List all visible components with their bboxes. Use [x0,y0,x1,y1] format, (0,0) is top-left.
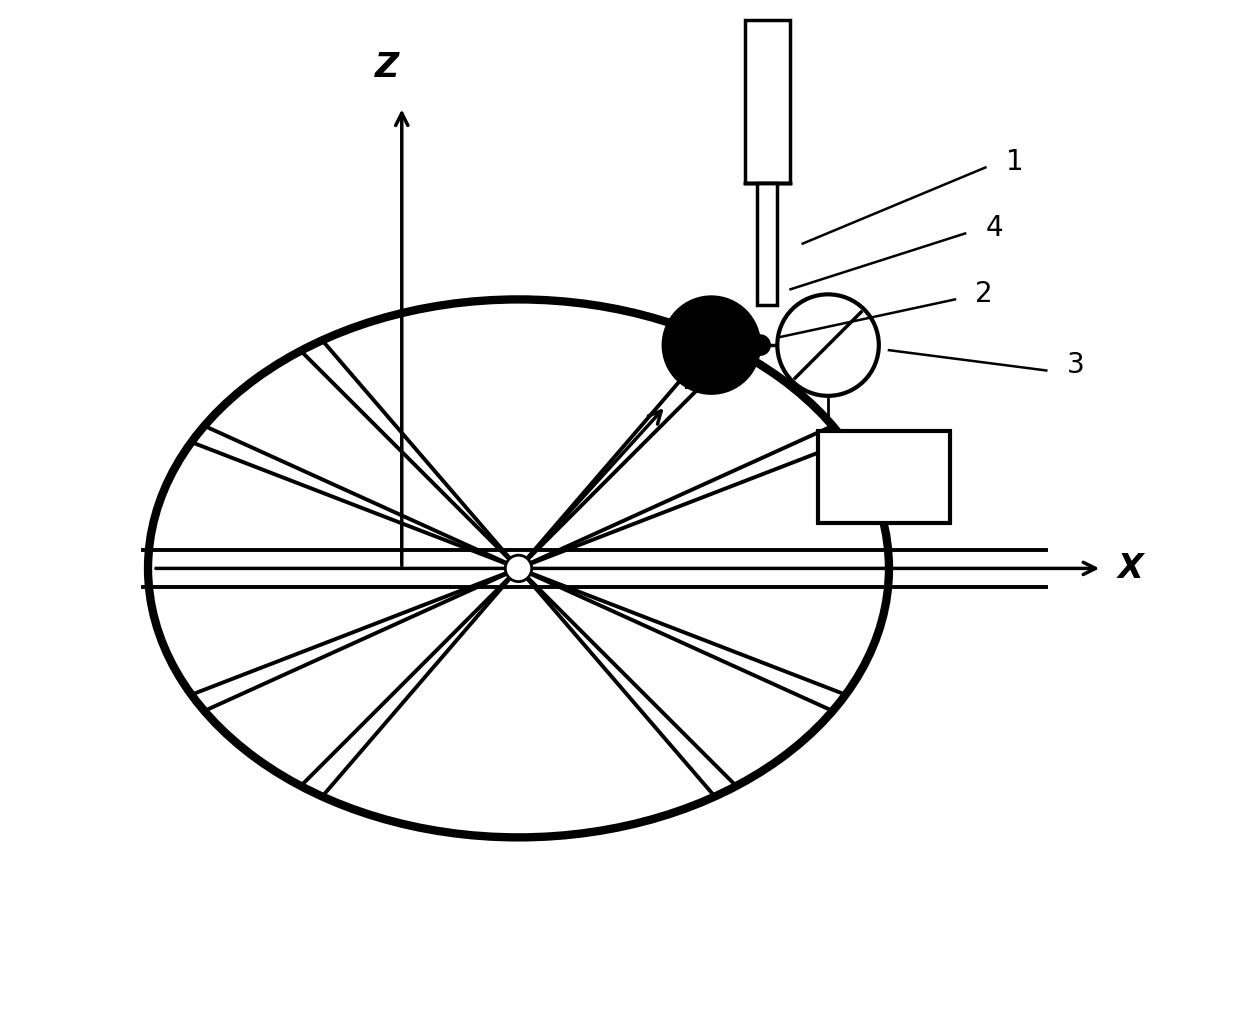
Text: 4: 4 [986,214,1003,243]
Text: 1: 1 [1006,148,1023,177]
Bar [758,183,777,304]
Bar [818,431,950,523]
Text: Z: Z [374,51,399,84]
Text: 3: 3 [1066,351,1084,380]
Text: 2: 2 [975,280,993,309]
Circle shape [506,555,532,582]
Circle shape [750,335,770,355]
Circle shape [777,294,879,396]
Bar [745,20,790,183]
Text: Y: Y [678,362,702,396]
Ellipse shape [148,299,889,837]
Circle shape [662,296,760,394]
Text: X: X [1117,552,1143,585]
